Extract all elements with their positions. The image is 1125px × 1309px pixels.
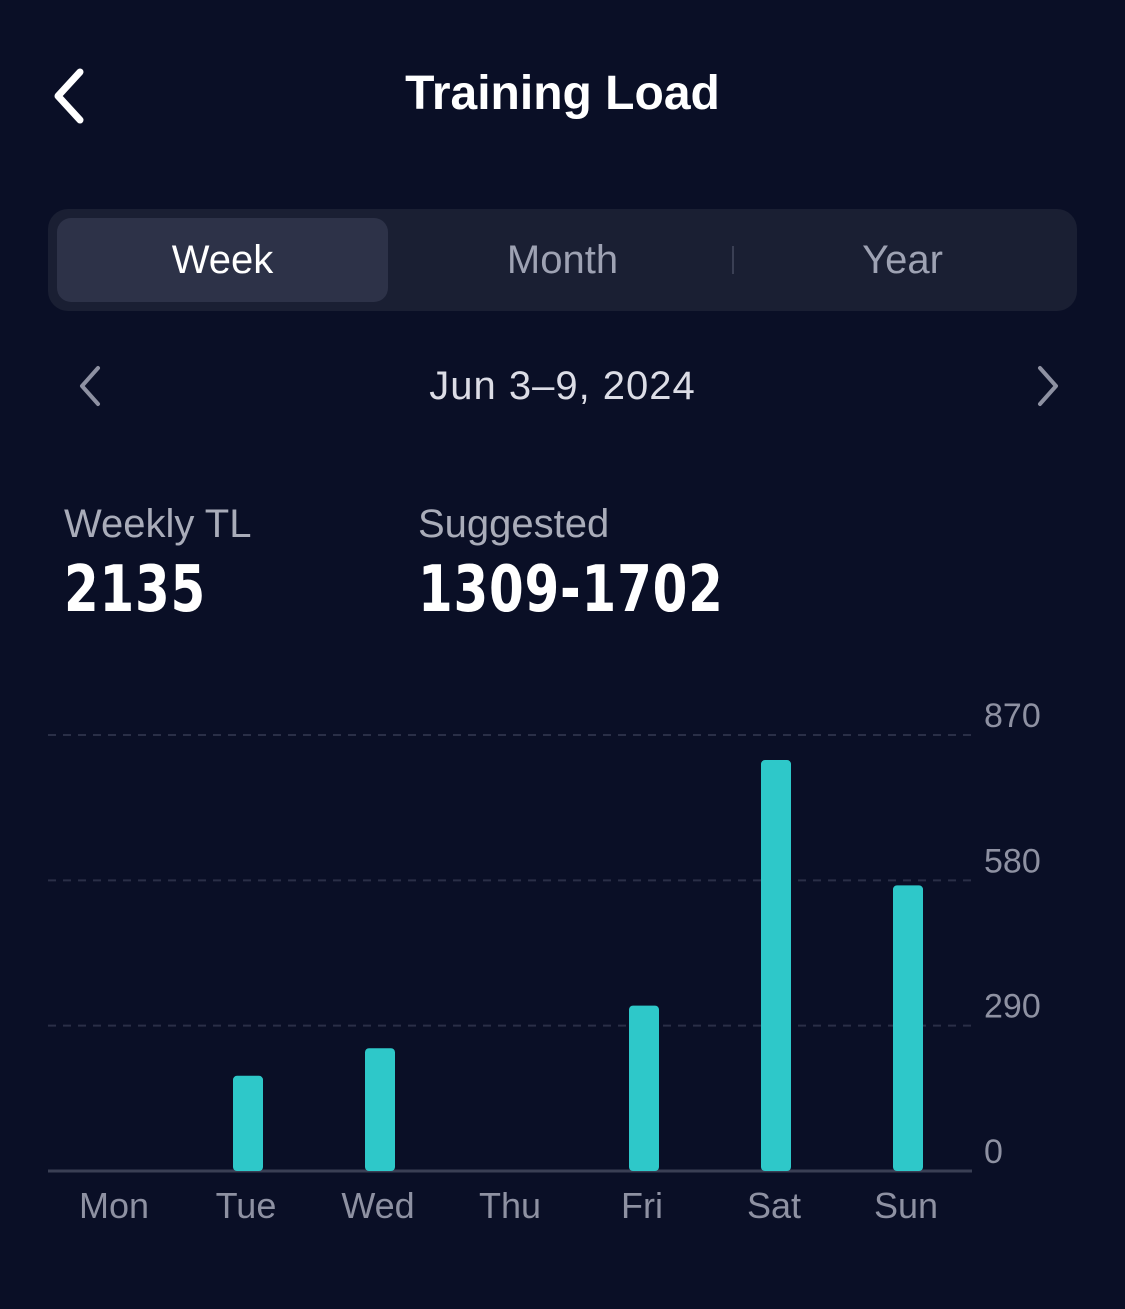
- bar-tue[interactable]: [233, 1075, 263, 1171]
- y-tick-label: 870: [984, 697, 1041, 735]
- x-tick-label-fri: Fri: [621, 1185, 663, 1226]
- tab-divider: [732, 246, 734, 274]
- chevron-left-icon: [80, 366, 100, 406]
- x-tick-label-wed: Wed: [341, 1185, 414, 1226]
- bar-sun[interactable]: [893, 885, 923, 1171]
- weekly-tl-stat: Weekly TL 2135: [64, 502, 251, 627]
- back-button[interactable]: [40, 58, 100, 134]
- x-tick-label-sun: Sun: [874, 1185, 938, 1226]
- header: Training Load: [0, 0, 1125, 190]
- tab-week[interactable]: Week: [57, 218, 388, 302]
- page-title: Training Load: [405, 67, 720, 120]
- period-segmented-control: Week Month Year: [48, 209, 1077, 311]
- chevron-right-icon: [1038, 366, 1058, 406]
- chevron-left-icon: [54, 68, 84, 124]
- previous-period-button[interactable]: [60, 356, 120, 416]
- x-tick-label-thu: Thu: [479, 1185, 541, 1226]
- y-tick-label: 580: [984, 842, 1041, 880]
- date-range-label: Jun 3–9, 2024: [429, 364, 696, 408]
- x-tick-label-sat: Sat: [747, 1185, 801, 1226]
- suggested-label: Suggested: [418, 502, 610, 546]
- next-period-button[interactable]: [1018, 356, 1078, 416]
- y-tick-label: 0: [984, 1133, 1003, 1171]
- weekly-tl-value: 2135: [64, 553, 207, 627]
- bar-wed[interactable]: [365, 1048, 395, 1171]
- tab-year[interactable]: Year: [862, 237, 943, 282]
- date-navigator: Jun 3–9, 2024: [0, 340, 1125, 432]
- training-load-chart: 0 290 580 870 Mon Tue Wed Thu Fri Sat Sun: [0, 680, 1125, 1240]
- y-tick-label: 290: [984, 988, 1041, 1026]
- chart-svg: 0 290 580 870 Mon Tue Wed Thu Fri Sat Sun: [48, 697, 1041, 1226]
- suggested-value: 1309-1702: [418, 553, 724, 627]
- suggested-stat: Suggested 1309-1702: [418, 502, 810, 627]
- bar-sat[interactable]: [761, 760, 791, 1171]
- x-tick-label-mon: Mon: [79, 1185, 149, 1226]
- tab-month[interactable]: Month: [506, 237, 619, 282]
- weekly-tl-label: Weekly TL: [64, 502, 252, 546]
- x-tick-label-tue: Tue: [216, 1185, 277, 1226]
- bar-fri[interactable]: [629, 1005, 659, 1171]
